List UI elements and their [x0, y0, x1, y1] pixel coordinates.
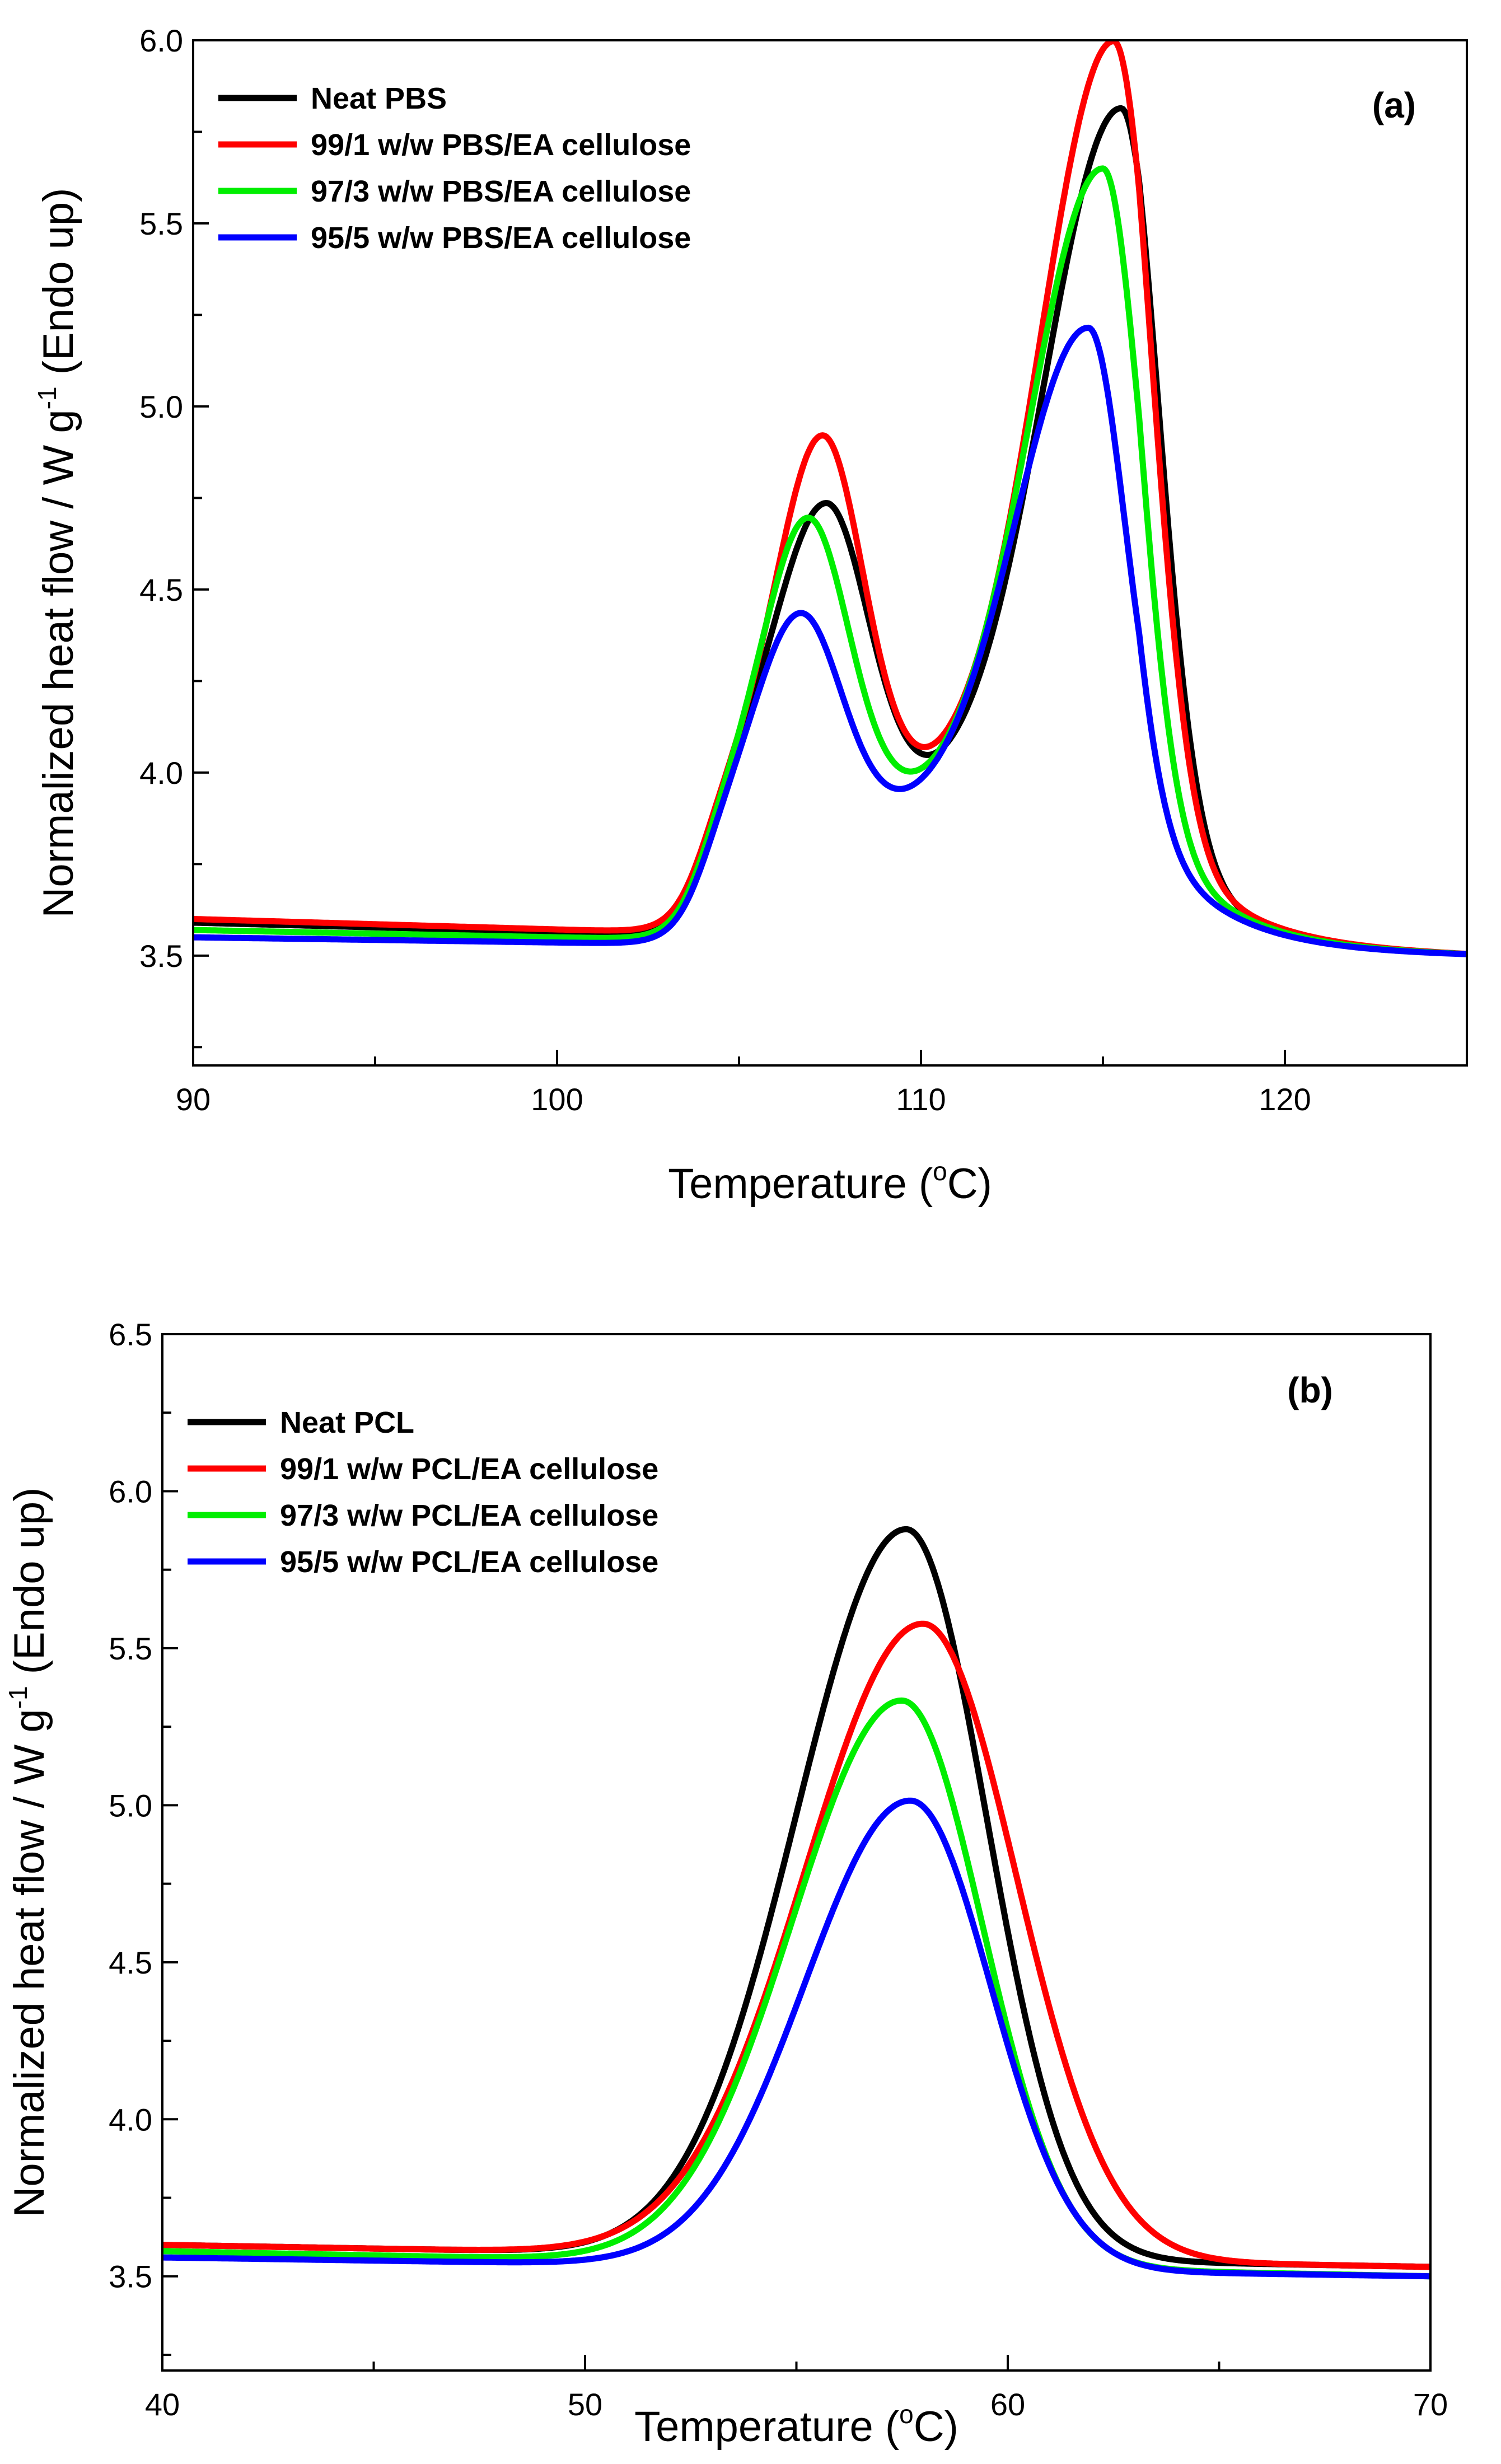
- series-line-1: [193, 40, 1467, 957]
- x-tick-label: 40: [145, 2387, 180, 2422]
- y-axis-title: Normalized heat flow / W g-1 (Endo up): [3, 1488, 53, 2218]
- series-line-2: [193, 165, 1467, 957]
- legend-label: Neat PCL: [280, 1406, 414, 1439]
- plot-frame: [192, 39, 1468, 1067]
- legend-label: 97/3 w/w PCL/EA cellulose: [280, 1499, 658, 1532]
- y-tick-label: 5.0: [139, 389, 183, 424]
- y-tick-label: 5.0: [109, 1788, 152, 1823]
- y-tick-label: 6.0: [109, 1474, 152, 1509]
- y-tick-label: 3.5: [139, 938, 183, 974]
- legend: Neat PCL 99/1 w/w PCL/EA cellulose 97/3 w/…: [188, 1406, 658, 1579]
- legend-label: 99/1 w/w PCL/EA cellulose: [280, 1452, 658, 1486]
- legend-label: 95/5 w/w PBS/EA cellulose: [311, 221, 691, 255]
- x-tick-label: 70: [1413, 2387, 1448, 2422]
- chart-panel-b: 40 50 60 70 3.5 4.0 4.5 5.0 5.5 6.0 6.5 Temperature…: [3, 1317, 1448, 2451]
- y-tick-label: 4.5: [109, 1945, 152, 1980]
- x-axis-title: Temperature (oC): [634, 2400, 958, 2451]
- legend-label: 95/5 w/w PCL/EA cellulose: [280, 1545, 658, 1579]
- y-tick-label: 5.5: [139, 206, 183, 241]
- series-line-3: [162, 1797, 1430, 2280]
- x-tick-label: 50: [568, 2387, 602, 2422]
- y-tick-label: 6.0: [139, 23, 183, 58]
- panel-label: (a): [1372, 85, 1416, 125]
- series-line-3: [193, 324, 1467, 957]
- plot-frame: [161, 1333, 1432, 2372]
- x-axis-title: Temperature (oC): [668, 1157, 992, 1208]
- x-tick-label: 90: [176, 1082, 211, 1117]
- x-tick-label: 100: [531, 1082, 583, 1117]
- legend-label: 99/1 w/w PBS/EA cellulose: [311, 128, 691, 162]
- series-line-1: [162, 1620, 1430, 2270]
- x-tick-label: 110: [896, 1082, 946, 1117]
- y-tick-label: 4.0: [109, 2102, 152, 2137]
- x-tick-label: 60: [990, 2387, 1025, 2422]
- y-tick-label: 4.5: [139, 572, 183, 607]
- y-tick-label: 6.5: [109, 1317, 152, 1352]
- legend-label: 97/3 w/w PBS/EA cellulose: [311, 175, 691, 208]
- legend: Neat PBS 99/1 w/w PBS/EA cellulose 97/3 w/…: [218, 82, 691, 255]
- y-tick-label: 3.5: [109, 2259, 152, 2294]
- y-tick-label: 4.0: [139, 755, 183, 791]
- y-axis-title: Normalized heat flow / W g-1 (Endo up): [32, 188, 82, 918]
- series-line-2: [162, 1697, 1430, 2280]
- x-tick-label: 120: [1259, 1082, 1311, 1117]
- panel-label: (b): [1287, 1370, 1333, 1410]
- chart-panel-a: 90 100 110 120 3.5 4.0 4.5 5.0 5.5 6.0 Temperature…: [32, 23, 1468, 1208]
- y-tick-label: 5.5: [109, 1631, 152, 1666]
- legend-label: Neat PBS: [311, 82, 447, 115]
